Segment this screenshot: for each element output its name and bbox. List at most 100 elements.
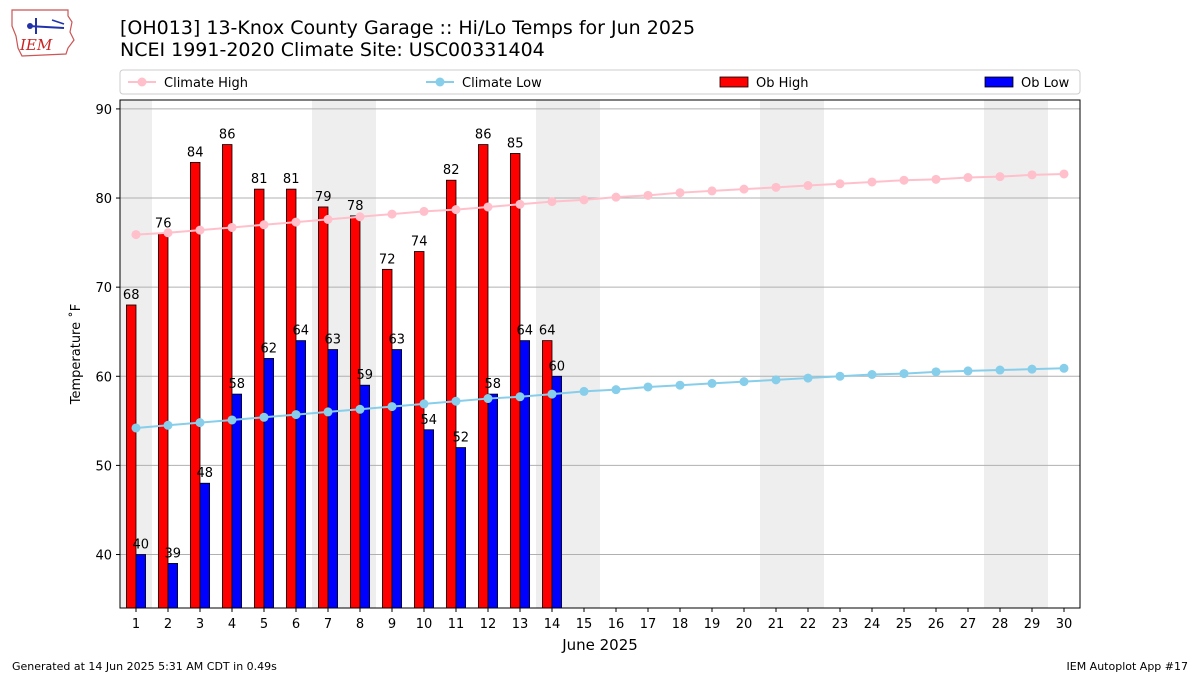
x-tick-label: 23 (832, 617, 849, 632)
legend-marker-swatch (137, 77, 147, 87)
ob-high-bar-label: 85 (507, 136, 524, 151)
x-tick-label: 27 (960, 617, 977, 632)
climate-low-point (547, 389, 557, 399)
ob-high-bar-label: 79 (315, 190, 332, 205)
ob-high-bar-label: 84 (187, 145, 204, 160)
x-tick-label: 13 (512, 617, 529, 632)
climate-low-point (899, 369, 909, 379)
ob-high-bar (253, 188, 265, 609)
app-credit: IEM Autoplot App #17 (1066, 660, 1189, 673)
y-tick-label: 70 (95, 281, 112, 296)
ob-high-bar (126, 304, 137, 609)
ob-low-bar-label: 63 (325, 333, 342, 348)
chart-subtitle: NCEI 1991-2020 Climate Site: USC00331404 (120, 39, 545, 61)
climate-low-point (739, 377, 749, 387)
x-tick-label: 11 (448, 617, 465, 632)
climate-high-point (771, 182, 781, 192)
ob-high-bar-label: 82 (443, 163, 460, 178)
x-tick-label: 26 (928, 617, 945, 632)
ob-high-bar (413, 251, 425, 609)
x-tick-label: 14 (544, 617, 561, 632)
ob-low-bar (199, 482, 211, 609)
x-tick-label: 1 (132, 617, 140, 632)
climate-low-point (131, 423, 141, 433)
ob-low-bar (423, 429, 435, 609)
ob-high-bar (445, 179, 457, 609)
ob-low-bar (359, 384, 371, 609)
climate-low-point (1059, 363, 1069, 373)
x-tick-label: 6 (292, 617, 300, 632)
climate-high-point (835, 179, 845, 189)
weekend-shade (760, 100, 792, 608)
climate-low-point (259, 412, 269, 422)
climate-low-point (803, 373, 813, 383)
ob-high-bar (381, 268, 393, 609)
climate-high-point (259, 220, 269, 230)
ob-low-bar-label: 58 (229, 377, 246, 392)
x-axis-label: June 2025 (561, 636, 638, 654)
x-tick-label: 17 (640, 617, 657, 632)
climate-high-point (195, 225, 205, 235)
ob-high-bar (317, 206, 329, 609)
y-axis-label: Temperature ˚F (68, 304, 84, 405)
climate-high-point (675, 188, 685, 198)
ob-low-bar-label: 60 (549, 359, 566, 374)
ob-high-bar (542, 340, 553, 609)
ob-low-bar (487, 393, 499, 609)
plot-frame (119, 99, 1081, 609)
ob-high-bar-label: 86 (219, 128, 236, 143)
x-tick-label: 4 (228, 617, 236, 632)
weekend-shade (984, 100, 1016, 608)
ob-low-bar-label: 63 (389, 333, 406, 348)
climate-high-point (227, 222, 237, 232)
ob-low-bar-label: 64 (517, 324, 534, 339)
ob-high-bar-label: 72 (379, 252, 396, 267)
climate-high-point (483, 202, 493, 212)
climate-high-point (451, 205, 461, 215)
ob-low-bar-label: 58 (485, 377, 502, 392)
climate-high-point (803, 181, 813, 191)
x-tick-label: 18 (672, 617, 689, 632)
climate-low-point (675, 380, 685, 390)
ob-low-bar-label: 52 (453, 431, 470, 446)
ob-high-bar-label: 78 (347, 199, 364, 214)
legend-bar-swatch (984, 76, 1014, 88)
climate-low-point (707, 378, 717, 388)
climate-low-point (611, 385, 621, 395)
climate-low-point (579, 386, 589, 396)
climate-high-point (1059, 169, 1069, 179)
ob-high-bar-label: 81 (283, 172, 300, 187)
ob-low-bar-label: 54 (421, 413, 438, 428)
x-tick-label: 29 (1024, 617, 1041, 632)
climate-high-point (419, 206, 429, 216)
climate-low-point (451, 396, 461, 406)
x-tick-label: 30 (1056, 617, 1073, 632)
climate-low-point (963, 366, 973, 376)
x-tick-label: 19 (704, 617, 721, 632)
legend-bar-swatch (719, 76, 749, 88)
climate-high-point (387, 209, 397, 219)
ob-high-bar (285, 188, 297, 609)
climate-low-point (771, 375, 781, 385)
x-tick-label: 22 (800, 617, 817, 632)
y-tick-label: 90 (95, 103, 112, 118)
climate-high-point (291, 217, 301, 227)
ob-high-bar-label: 74 (411, 235, 428, 250)
legend-label: Climate High (164, 76, 248, 91)
climate-low-point (483, 394, 493, 404)
ob-low-bar (295, 340, 307, 609)
iem-logo: IEM (11, 9, 75, 57)
climate-low-point (867, 369, 877, 379)
climate-high-point (995, 172, 1005, 182)
x-tick-label: 5 (260, 617, 268, 632)
climate-high-point (547, 197, 557, 207)
climate-high-point (899, 175, 909, 185)
legend-label: Climate Low (462, 76, 542, 91)
climate-high-point (163, 228, 173, 238)
climate-high-point (579, 195, 589, 205)
climate-low-point (931, 367, 941, 377)
x-tick-label: 12 (480, 617, 497, 632)
climate-low-point (515, 392, 525, 402)
climate-high-point (739, 184, 749, 194)
